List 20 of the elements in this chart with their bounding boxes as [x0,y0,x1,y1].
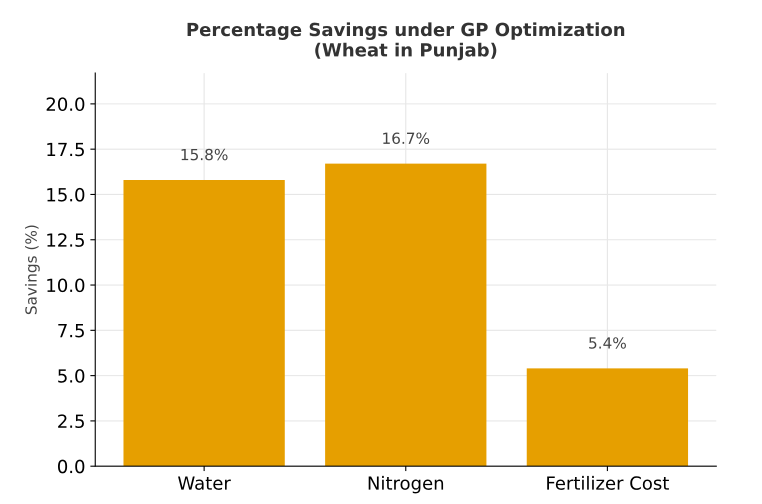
y-tick-label: 17.5 [47,142,84,156]
y-tick-label: 15.0 [47,188,84,202]
x-tick-label: Water [178,476,231,490]
y-tick-label: 0.0 [58,460,84,474]
y-tick-label: 2.5 [58,414,84,428]
x-tick-label: Fertilizer Cost [547,476,669,490]
y-tick-label: 5.0 [58,369,84,383]
y-axis-title: Savings (%) [24,225,40,314]
x-tick-label: Nitrogen [368,476,444,494]
data-label: 5.4% [589,337,626,349]
y-tick-label: 20.0 [46,97,84,111]
data-label: 15.8% [182,148,228,160]
bar [325,164,486,466]
data-label: 16.7% [383,132,430,144]
bar [123,180,285,466]
y-tick-label: 12.5 [47,233,84,247]
chart-title: Percentage Savings under GP Optimization (Wheat in Punjab) [188,22,624,60]
bar [526,368,688,466]
y-tick-label: 7.5 [58,324,84,338]
y-tick-label: 10.0 [47,278,84,292]
